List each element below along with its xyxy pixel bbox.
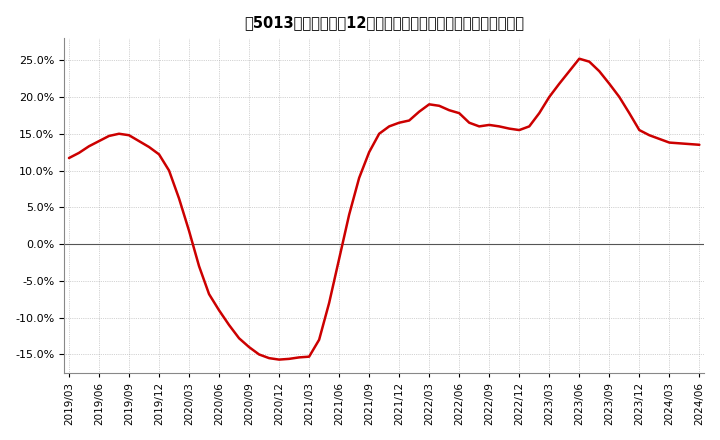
Title: ［5013］　売上高の12か月移動合計の対前年同期増減率の推移: ［5013］ 売上高の12か月移動合計の対前年同期増減率の推移	[244, 15, 524, 30]
